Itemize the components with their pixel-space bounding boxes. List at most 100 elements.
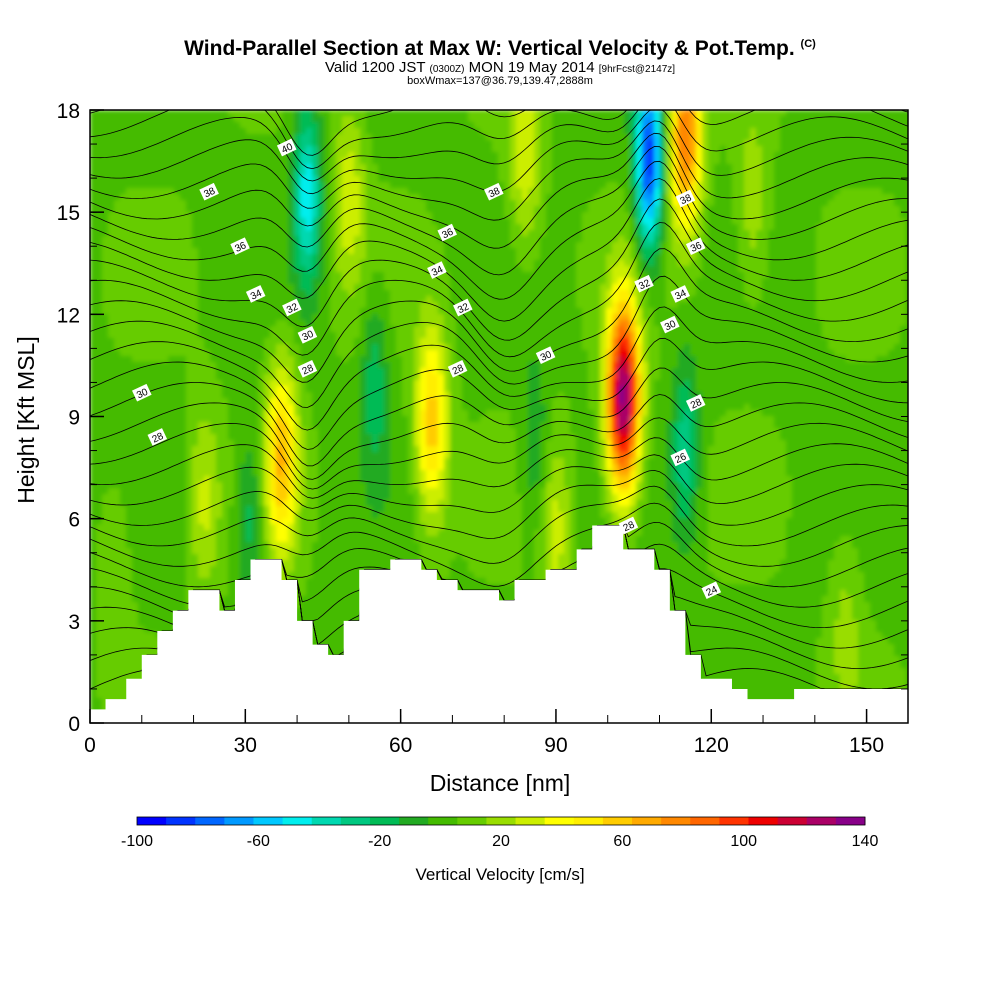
y-tick-label: 9 [68, 407, 80, 430]
isentrope-label: 24 [701, 581, 722, 600]
isentrope-label-text: 36 [689, 240, 704, 255]
isentrope-label-text: 28 [151, 431, 166, 446]
isentrope-line [90, 306, 908, 431]
x-tick-label: 120 [694, 734, 729, 757]
isentrope-label: 36 [437, 223, 457, 242]
isentrope-label-text: 32 [285, 301, 300, 316]
isentrope-labels: 4038363432302830283836343230283836343230… [132, 138, 722, 600]
isentrope-line [90, 394, 908, 480]
isentrope-label-text: 24 [705, 584, 720, 599]
x-tick-label: 60 [389, 734, 412, 757]
colorbar-swatch [748, 817, 779, 825]
box-info: boxWmax=137@36.79,139.47,2888m [407, 75, 593, 87]
isentrope-label: 34 [670, 285, 690, 303]
isentrope-label-text: 32 [637, 278, 652, 293]
isentrope-label-text: 28 [451, 363, 466, 378]
colorbar-swatch [340, 817, 371, 825]
y-tick-label: 3 [68, 611, 80, 634]
isentrope-label-text: 34 [430, 264, 445, 279]
colorbar-label: 140 [852, 833, 879, 850]
colorbar-label: 60 [613, 833, 631, 850]
title-text: Wind-Parallel Section at Max W: Vertical… [184, 37, 795, 60]
x-axis: 0 30 60 90 120 150 [84, 709, 884, 757]
isentrope-line [90, 178, 908, 322]
y-tick-label: 12 [57, 304, 80, 327]
colorbar-swatch [806, 817, 837, 825]
plot-area: 4038363432302830283836343230283836343230… [90, 110, 908, 723]
isentrope-line [90, 146, 908, 276]
y-tick-label: 0 [68, 713, 80, 736]
isentrope-label-text: 38 [202, 186, 217, 201]
isentrope-label-text: 28 [689, 397, 704, 412]
isentrope-label: 28 [447, 359, 468, 378]
isentrope-line [90, 417, 908, 490]
isentrope-label-text: 32 [456, 301, 471, 316]
isentrope-line [90, 337, 908, 450]
isentrope-label: 34 [245, 285, 266, 303]
colorbar-swatch [835, 817, 866, 825]
isentrope-line [90, 198, 908, 341]
x-tick-label: 30 [234, 734, 257, 757]
isentrope-line [90, 120, 908, 221]
isentrope-label: 28 [685, 394, 706, 412]
y-tick-label: 6 [68, 509, 80, 532]
isentrope-label-text: 26 [673, 451, 688, 466]
terrain-mask [90, 525, 908, 723]
colorbar-swatch [719, 817, 750, 825]
isentrope-label: 38 [484, 182, 504, 201]
colorbar: -100 -60 -20 20 60 100 140 [121, 816, 879, 850]
isentrope-label: 30 [297, 325, 318, 344]
colorbar-swatch [661, 817, 691, 825]
isentrope-label: 34 [427, 261, 447, 279]
isentrope-label: 28 [147, 428, 168, 446]
isentrope-line [90, 454, 908, 513]
isentrope-line [90, 132, 908, 249]
isentrope-label: 32 [634, 274, 654, 293]
colorbar-swatch [457, 817, 487, 825]
isentrope-label-text: 40 [280, 141, 295, 156]
isentrope-line [90, 437, 908, 499]
colorbar-swatch [486, 817, 517, 825]
colorbar-label: -60 [247, 833, 270, 850]
isentrope-label-text: 34 [673, 288, 688, 303]
isentrope-line [90, 110, 908, 170]
colorbar-swatch [369, 817, 400, 825]
isentrope-label: 38 [675, 189, 696, 208]
isentrope-label-text: 36 [440, 226, 455, 241]
isentrope-label: 36 [230, 237, 250, 256]
y-tick-label: 18 [57, 100, 80, 123]
isentrope-label: 32 [282, 298, 302, 317]
chart-titles: Wind-Parallel Section at Max W: Vertical… [0, 38, 1000, 87]
isentrope-label: 40 [276, 138, 297, 157]
isentrope-label: 30 [535, 346, 556, 365]
isentrope-label: 36 [685, 237, 706, 256]
colorbar-swatch [602, 817, 633, 825]
isentrope-label: 26 [670, 448, 690, 467]
isentrope-contours [90, 110, 908, 690]
isentrope-line [90, 160, 908, 300]
isentrope-line [90, 222, 908, 358]
forecast-info: [9hrFcst@2147z] [598, 64, 676, 75]
chart-title: Wind-Parallel Section at Max W: Vertical… [0, 38, 1000, 59]
title-mark: (C) [800, 38, 816, 50]
colorbar-swatch [253, 817, 284, 825]
isentrope-label-text: 38 [679, 192, 694, 207]
colorbar-swatch [282, 817, 313, 825]
colorbar-title: Vertical Velocity [cm/s] [415, 865, 584, 884]
isentrope-label-text: 30 [301, 329, 316, 344]
isentrope-label: 32 [453, 298, 473, 317]
isentrope-label-text: 38 [487, 186, 502, 201]
isentrope-label: 28 [618, 516, 639, 535]
isentrope-label-text: 30 [539, 349, 554, 364]
colorbar-swatch [166, 817, 196, 825]
valid-date: MON 19 May 2014 [468, 59, 595, 76]
colorbar-swatch [544, 817, 575, 825]
isentrope-label-text: 30 [663, 318, 678, 333]
valid-time: Valid 1200 JST (0300Z) MON 19 May 2014 [… [0, 60, 1000, 75]
colorbar-swatch [690, 817, 720, 825]
isentrope-label-text: 28 [301, 363, 316, 378]
colorbar-swatch [573, 817, 604, 825]
x-axis-title: Distance [nm] [430, 770, 571, 796]
